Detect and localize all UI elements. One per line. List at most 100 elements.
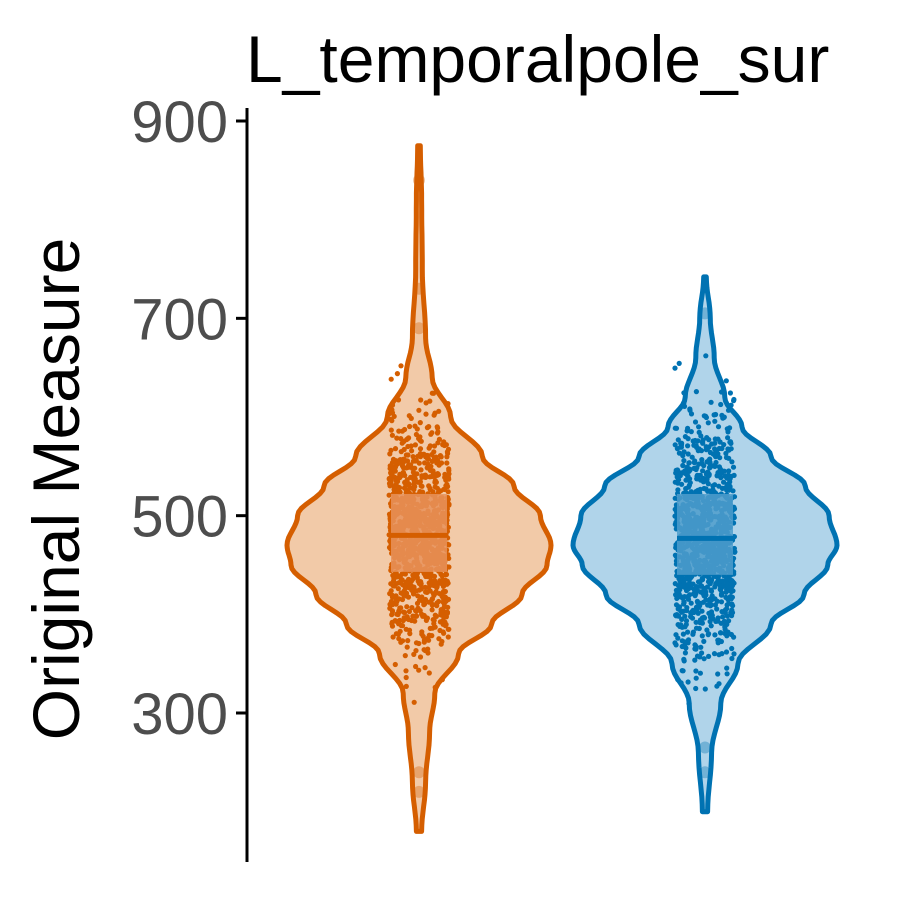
data-point	[406, 413, 412, 419]
data-point	[446, 542, 452, 548]
data-point	[696, 446, 702, 452]
data-point	[388, 447, 394, 453]
data-point	[410, 458, 416, 464]
data-point	[408, 462, 414, 468]
data-point	[722, 607, 729, 613]
data-point	[444, 481, 450, 488]
data-point	[679, 594, 685, 600]
data-point	[688, 600, 694, 606]
data-point	[386, 476, 392, 482]
iqr-box	[677, 493, 733, 575]
data-point	[687, 407, 693, 413]
data-point	[729, 645, 735, 652]
data-point	[415, 593, 421, 599]
data-point	[411, 470, 417, 476]
data-point	[689, 615, 696, 621]
data-point	[694, 488, 701, 495]
data-point	[402, 479, 408, 486]
data-point	[433, 472, 439, 478]
data-point	[429, 607, 435, 613]
data-point	[684, 605, 690, 611]
outlier-point	[699, 766, 711, 779]
data-point	[689, 609, 695, 615]
violins	[284, 143, 840, 834]
data-point	[441, 589, 447, 595]
data-point	[390, 634, 396, 640]
data-point	[408, 578, 414, 585]
data-point	[720, 415, 726, 421]
data-point	[402, 426, 408, 433]
data-point	[397, 475, 403, 481]
data-point	[692, 646, 698, 652]
data-point	[705, 481, 711, 487]
data-point	[717, 466, 723, 472]
data-point	[393, 478, 399, 484]
data-point	[396, 486, 402, 492]
data-point	[416, 640, 422, 647]
data-point	[701, 476, 707, 482]
data-point	[444, 460, 450, 466]
data-point	[441, 439, 447, 445]
data-point	[691, 465, 697, 471]
data-point	[403, 683, 409, 690]
data-point	[445, 626, 451, 632]
data-point	[711, 412, 717, 418]
data-point	[692, 657, 698, 663]
data-point	[438, 641, 444, 647]
data-point	[446, 471, 452, 477]
data-point	[712, 440, 718, 446]
data-point	[718, 389, 725, 395]
data-point	[708, 399, 714, 405]
data-point	[424, 425, 430, 431]
data-point	[708, 597, 715, 603]
data-point	[388, 427, 394, 433]
data-point	[679, 638, 685, 644]
data-point	[727, 439, 734, 445]
data-point	[396, 596, 402, 602]
data-point	[432, 624, 438, 630]
data-point	[436, 436, 442, 442]
data-point	[422, 665, 428, 671]
data-point	[693, 685, 699, 692]
data-point	[412, 572, 418, 578]
data-point	[712, 446, 718, 452]
data-point	[389, 608, 395, 614]
data-point	[446, 502, 452, 508]
data-point	[398, 605, 404, 611]
data-point	[434, 424, 440, 430]
y-tick-label: 500	[131, 485, 228, 550]
data-point	[423, 411, 429, 417]
y-tick-label: 900	[131, 90, 228, 155]
data-point	[445, 634, 451, 640]
data-point	[407, 485, 413, 491]
data-point	[388, 463, 394, 469]
data-point	[416, 597, 423, 604]
data-point	[699, 457, 705, 463]
data-point	[399, 590, 405, 596]
data-point	[682, 650, 689, 656]
data-point	[407, 423, 413, 430]
data-point	[387, 416, 393, 422]
chart-title: L_temporalpole_sur	[246, 22, 829, 96]
data-point	[679, 574, 685, 580]
data-point	[690, 581, 696, 587]
data-point	[673, 592, 679, 598]
data-point	[392, 661, 398, 668]
data-point	[428, 431, 434, 437]
data-point	[686, 574, 692, 580]
data-point	[405, 638, 411, 644]
data-point	[416, 407, 422, 413]
data-point	[700, 440, 706, 446]
data-point	[411, 699, 417, 705]
data-point	[724, 487, 730, 493]
data-point	[389, 612, 395, 618]
data-point	[427, 443, 433, 449]
data-point	[418, 467, 424, 473]
data-point	[680, 608, 687, 614]
data-point	[672, 425, 678, 431]
data-point	[697, 670, 704, 676]
data-point	[676, 360, 682, 366]
data-point	[416, 435, 422, 442]
data-point	[729, 613, 735, 619]
